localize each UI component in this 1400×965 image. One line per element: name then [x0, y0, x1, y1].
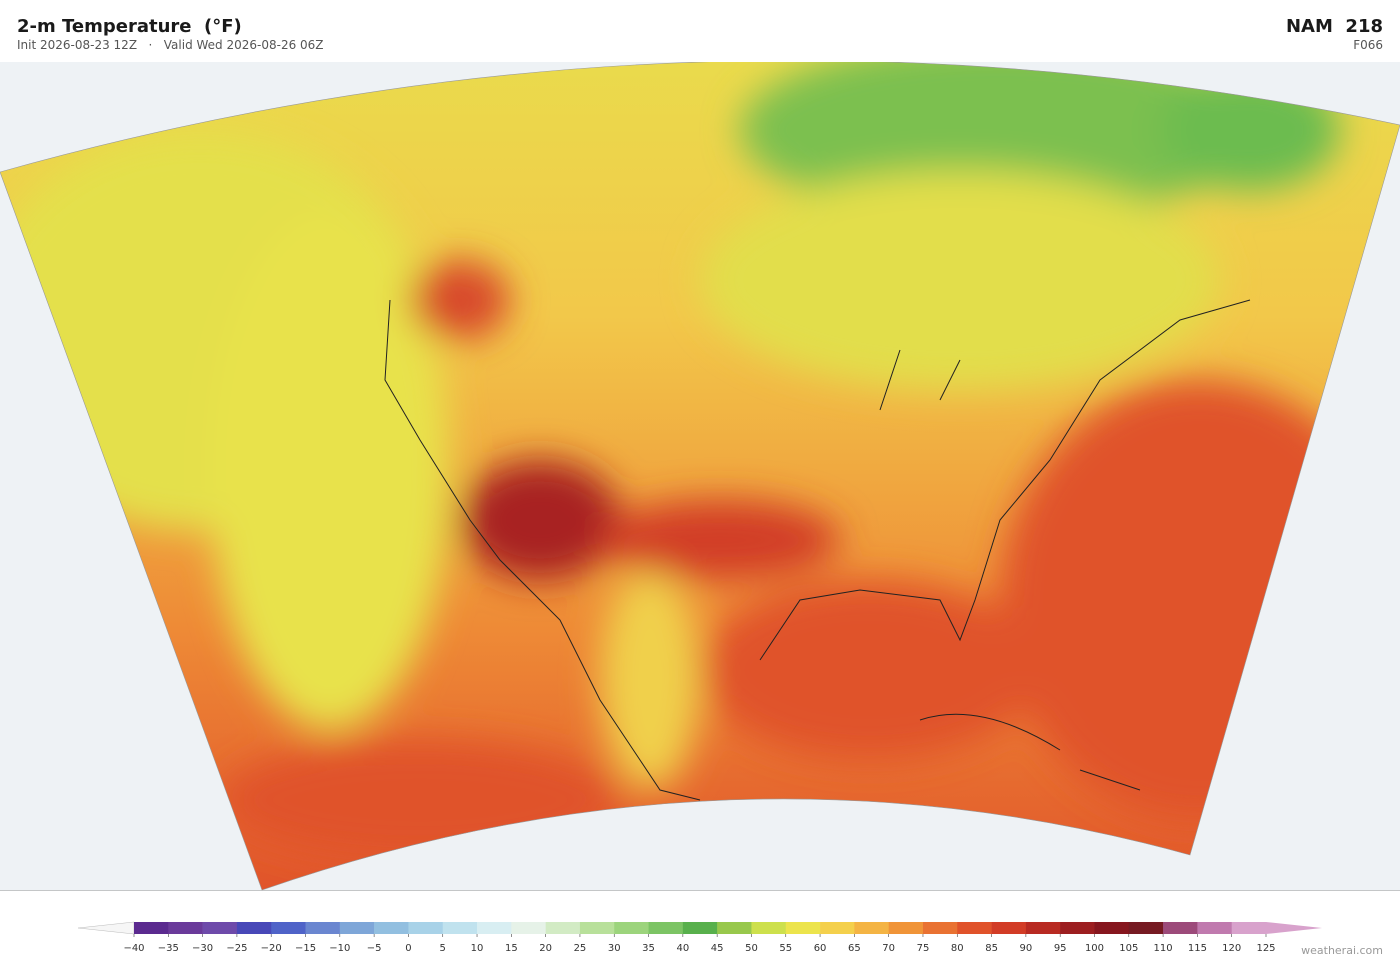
colorbar-tick-label: 85 [985, 943, 998, 954]
credit: weatherai.com [1301, 944, 1383, 957]
colorbar-swatch [820, 922, 855, 934]
colorbar-tick-label: −20 [261, 943, 282, 954]
colorbar-tick-label: 45 [711, 943, 724, 954]
colorbar-swatch [785, 922, 821, 934]
colorbar-swatch [271, 922, 306, 934]
colorbar-tick-label: 5 [440, 943, 446, 954]
title: 2-m Temperature (°F) [17, 16, 242, 37]
colorbar-tick-label: 15 [505, 943, 518, 954]
colorbar-swatch [991, 922, 1027, 934]
colorbar-tick-label: 100 [1085, 943, 1104, 954]
colorbar-tick-label: −25 [226, 943, 247, 954]
colorbar-tick-label: 40 [676, 943, 689, 954]
colorbar-tick-label: 30 [608, 943, 621, 954]
colorbar-tick-label: 125 [1256, 943, 1275, 954]
colorbar-swatch [202, 922, 238, 934]
colorbar-tick-label: 60 [814, 943, 827, 954]
colorbar-swatch [134, 922, 169, 934]
init-time: Init 2026-08-23 12Z [17, 38, 138, 52]
colorbar-swatch [1060, 922, 1095, 934]
colorbar-tick-label: 120 [1222, 943, 1241, 954]
colorbar: −40 −35 −30 −25 −20 −15 −10 −5 0 5 10 15 20 25 30 35 40 4… [77, 921, 1322, 954]
colorbar-tick-label: 50 [745, 943, 758, 954]
colorbar-tick-label: 65 [848, 943, 861, 954]
colorbar-swatch [511, 922, 546, 934]
colorbar-swatch [477, 922, 512, 934]
colorbar-tick-label: −30 [192, 943, 213, 954]
colorbar-tick-label: 55 [779, 943, 792, 954]
colorbar-swatch [168, 922, 203, 934]
colorbar-under [77, 921, 135, 935]
colorbar-swatch [374, 922, 409, 934]
colorbar-tick-label: −35 [158, 943, 179, 954]
colorbar-tick-label: −5 [367, 943, 382, 954]
model: NAM 218 [1285, 16, 1383, 37]
colorbar-swatch [888, 922, 924, 934]
colorbar-tick-label: 80 [951, 943, 964, 954]
colorbar-swatch [854, 922, 889, 934]
colorbar-tick-label: 0 [405, 943, 411, 954]
colorbar-tick-label: 115 [1188, 943, 1207, 954]
colorbar-tick-label: 110 [1154, 943, 1173, 954]
colorbar-swatch [717, 922, 752, 934]
colorbar-tick-label: 90 [1020, 943, 1033, 954]
colorbar-tick-label: 105 [1119, 943, 1138, 954]
colorbar-tick-label: −10 [329, 943, 350, 954]
colorbar-swatch [614, 922, 649, 934]
colorbar-swatch [1025, 922, 1061, 934]
colorbar-over [1266, 922, 1322, 934]
colorbar-swatch [682, 922, 718, 934]
colorbar-swatch [1094, 922, 1130, 934]
colorbar-swatch [1128, 922, 1164, 934]
colorbar-swatch [579, 922, 615, 934]
colorbar-swatch [305, 922, 341, 934]
colorbar-tick-label: 35 [642, 943, 655, 954]
colorbar-swatch [339, 922, 375, 934]
colorbar-swatch [408, 922, 444, 934]
colorbar-swatch [442, 922, 478, 934]
colorbar-swatch [1231, 922, 1267, 934]
colorbar-tick-label: 75 [917, 943, 930, 954]
colorbar-swatch [545, 922, 581, 934]
valid-time: Valid Wed 2026-08-26 06Z [163, 38, 324, 52]
separator: · [148, 38, 153, 52]
colorbar-swatch [922, 922, 958, 934]
colorbar-swatch [236, 922, 272, 934]
colorbar-tick-label: 25 [574, 943, 587, 954]
map-area [0, 62, 1400, 891]
colorbar-tick-label: −15 [295, 943, 316, 954]
colorbar-swatch [957, 922, 992, 934]
colorbar-tick-label: 20 [539, 943, 552, 954]
forecast-hour: F066 [1353, 38, 1383, 52]
colorbar-swatch [1163, 922, 1198, 934]
colorbar-tick-label: 70 [882, 943, 895, 954]
subtitle: Init 2026-08-23 12Z · Valid Wed 2026-08-… [17, 38, 324, 52]
colorbar-swatch [751, 922, 787, 934]
colorbar-tick-label: −40 [123, 943, 144, 954]
colorbar-swatch [1197, 922, 1232, 934]
colorbar-tick-label: 95 [1054, 943, 1067, 954]
colorbar-swatch [648, 922, 684, 934]
colorbar-tick-label: 10 [471, 943, 484, 954]
